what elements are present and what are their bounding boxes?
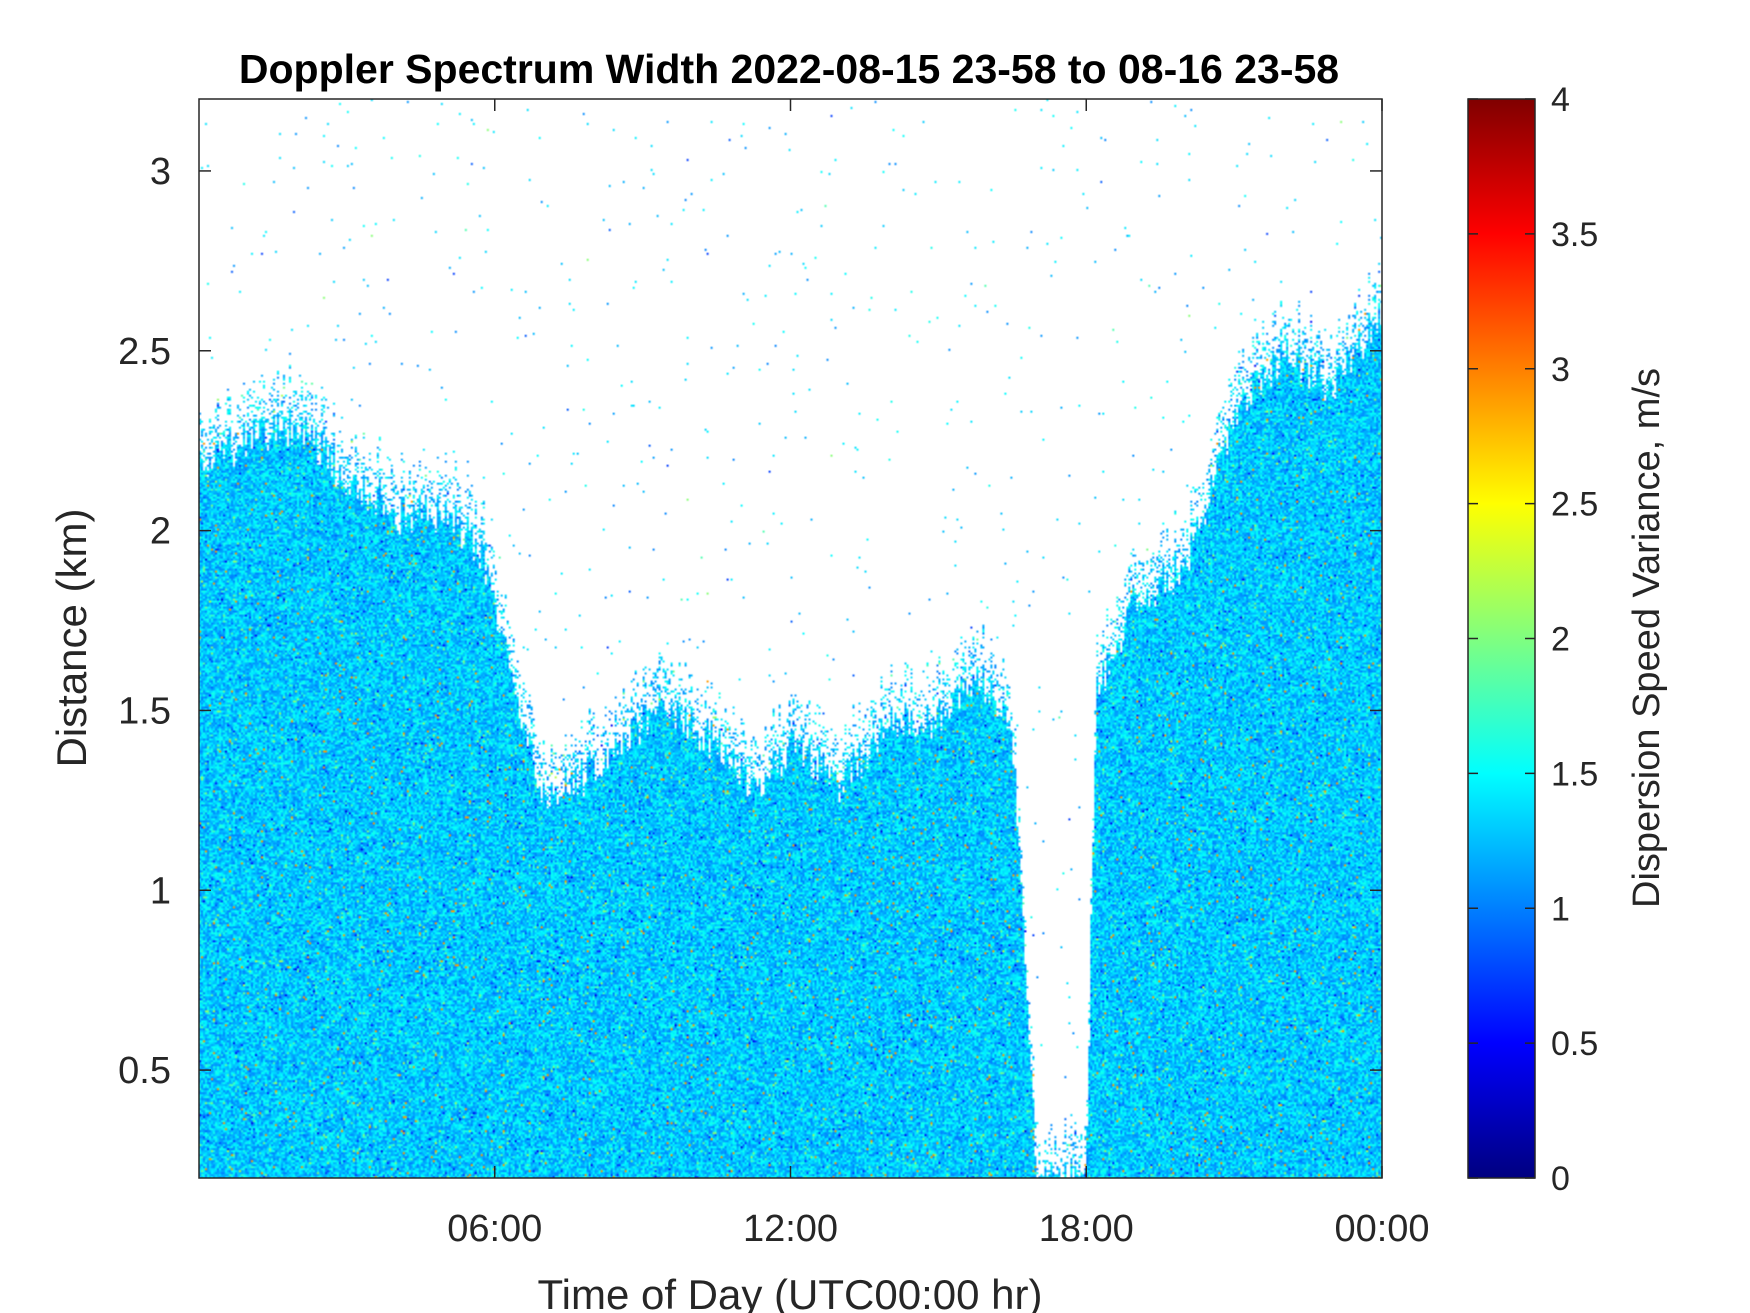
y-tick-label: 2 (150, 511, 171, 553)
y-tick-label: 1 (150, 870, 171, 912)
x-tick-label: 06:00 (447, 1208, 542, 1250)
y-tick-label: 3 (150, 151, 171, 193)
colorbar-tick-label: 3.5 (1551, 216, 1598, 254)
heatmap-image (199, 99, 1382, 1178)
x-axis-ticks: 06:00 12:00 18:00 00:00 (447, 99, 1430, 1250)
chart-title: Doppler Spectrum Width 2022-08-15 23-58 … (239, 46, 1339, 92)
colorbar-tick-label: 0.5 (1551, 1025, 1598, 1063)
x-tick-label: 00:00 (1334, 1208, 1429, 1250)
colorbar-gradient (1467, 98, 1536, 1179)
colorbar-tick-label: 0 (1551, 1160, 1570, 1198)
colorbar-tick-label: 3 (1551, 351, 1570, 389)
colorbar-label: Dispersion Speed Variance, m/s (1626, 368, 1668, 908)
colorbar-tick-label: 2.5 (1551, 486, 1598, 524)
colorbar-tick-label: 4 (1551, 81, 1570, 119)
y-axis-ticks: 0.5 1 1.5 2 2.5 3 (118, 151, 1382, 1092)
y-tick-label: 0.5 (118, 1050, 171, 1092)
plot-area (198, 98, 1383, 1179)
colorbar-tick-label: 1 (1551, 890, 1570, 928)
x-axis-label: Time of Day (UTC00:00 hr) (538, 1271, 1043, 1313)
y-tick-label: 2.5 (118, 331, 171, 373)
colorbar-tick-label: 1.5 (1551, 755, 1598, 793)
colorbar-ticks: 0 0.5 1 1.5 2 2.5 3 3.5 4 (1468, 81, 1598, 1198)
y-axis-label: Distance (km) (48, 508, 95, 767)
x-tick-label: 18:00 (1039, 1208, 1134, 1250)
colorbar: 0 0.5 1 1.5 2 2.5 3 3.5 4 Dispersion Speed Varia… (1467, 81, 1668, 1198)
colorbar-tick-label: 2 (1551, 621, 1570, 659)
x-tick-label: 12:00 (743, 1208, 838, 1250)
y-tick-label: 1.5 (118, 690, 171, 732)
